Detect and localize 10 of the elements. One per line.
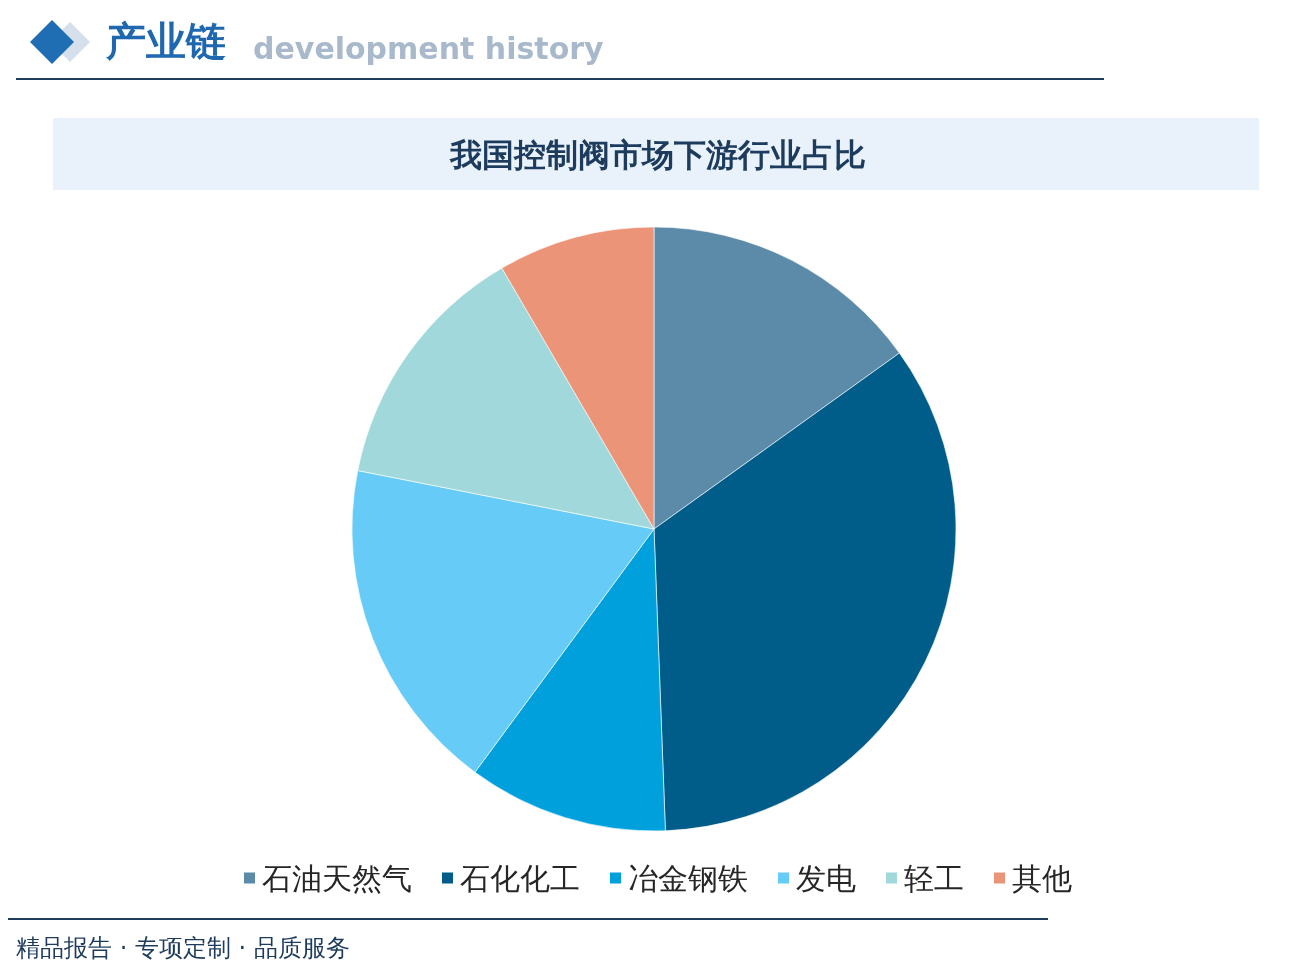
legend-label: 发电 bbox=[796, 860, 856, 896]
text: development history bbox=[253, 30, 605, 66]
text: 精品报告 · 专项定制 · 品质服务 bbox=[16, 934, 350, 962]
legend-label: 冶金钢铁 bbox=[628, 860, 748, 896]
legend-label: 石油天然气 bbox=[262, 860, 412, 896]
legend-label: 轻工 bbox=[904, 860, 964, 896]
text: 产业链 bbox=[105, 16, 226, 64]
legend-label: 其他 bbox=[1012, 860, 1072, 896]
chart-title: 我国控制阀市场下游行业占比 bbox=[449, 136, 866, 174]
legend-label: 石化化工 bbox=[460, 860, 580, 896]
